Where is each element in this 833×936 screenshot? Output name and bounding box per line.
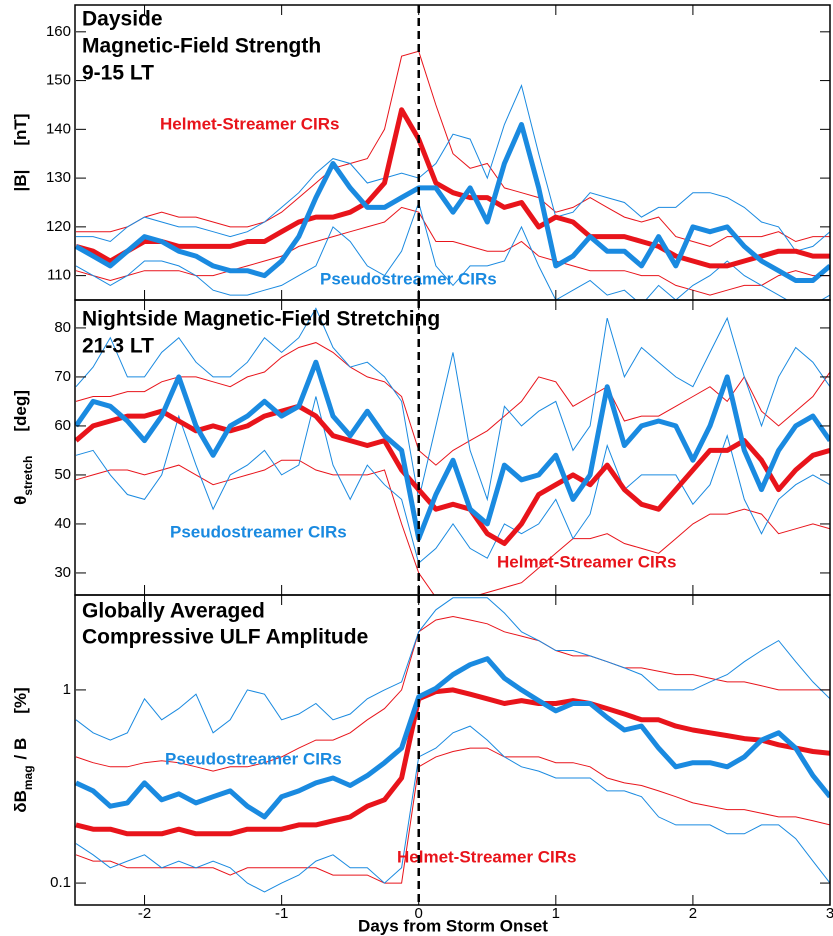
bound-line [75,206,830,296]
panel-title: 9-15 LT [82,62,154,85]
panel-title: Globally Averaged [82,600,265,623]
bound-line [75,725,830,893]
y-tick-label: 130 [46,169,71,186]
y-label-main: δB [11,790,30,813]
panel-title: Compressive ULF Amplitude [82,626,368,649]
x-tick-label: 3 [826,905,833,922]
y-axis-label: θstretch [deg] [11,390,35,505]
series-line [75,656,830,820]
y-label-unit: [deg] [11,390,30,432]
panel-title: Dayside [82,8,163,31]
y-label-sub: mag [21,765,35,790]
y-label-main: θ [11,496,30,505]
plot-area [75,307,830,595]
panel-title: Magnetic-Field Strength [82,35,321,58]
y-tick-label: 150 [46,72,71,89]
bound-line [75,200,830,300]
series-line [75,687,830,837]
x-tick-label: -1 [275,905,288,922]
bound-line [76,83,830,252]
y-tick-label: 30 [54,564,71,581]
series-line [75,107,830,269]
series-label: Pseudostreamer CIRs [320,269,497,288]
y-tick-label: 140 [46,120,71,137]
panel-title: 21-3 LT [82,335,154,358]
y-tick-label: 110 [47,267,71,284]
y-label-rest: / B [11,738,30,760]
bound-line [75,597,830,741]
x-tick-label: 2 [689,905,697,922]
bound-line [75,396,830,564]
y-tick-label: 80 [54,319,71,336]
y-tick-label: 70 [54,368,71,385]
panel-frame [74,299,831,596]
panel-title: Nightside Magnetic-Field Stretching [82,308,440,331]
bound-line [75,747,830,884]
y-axis-label: δBmag / B [%] [11,687,35,812]
series-label: Helmet-Streamer CIRs [497,552,677,571]
y-tick-label: 50 [54,466,71,483]
y-axis-label: |B| [nT] [11,114,30,192]
y-tick-label: 60 [54,417,71,434]
y-label-main: |B| [11,170,30,192]
y-label-sub: stretch [21,456,35,496]
series-line [75,359,830,542]
series-label: Helmet-Streamer CIRs [160,114,340,133]
bound-line [75,459,830,595]
y-tick-label: 160 [46,23,71,40]
x-axis-label: Days from Storm Onset [358,916,548,935]
bound-line [75,307,830,502]
y-label-unit: [%] [11,687,30,713]
x-tick-label: 1 [552,905,560,922]
y-tick-label: 0.1 [50,874,71,891]
plot-area [75,50,830,300]
series-label: Pseudostreamer CIRs [170,522,347,541]
series-line [75,122,830,283]
bound-line [75,342,830,466]
panel-frame [74,594,831,906]
y-tick-label: 40 [54,515,71,532]
y-tick-label: 1 [63,681,71,698]
series-line [75,403,830,546]
plot-area [75,597,830,893]
y-tick-label: 120 [46,218,71,235]
bound-line [76,50,830,247]
x-tick-label: -2 [138,905,151,922]
x-tick-label: 0 [415,905,423,922]
bound-line [75,615,830,772]
series-label: Pseudostreamer CIRs [165,749,342,768]
series-label: Helmet-Streamer CIRs [397,847,577,866]
y-label-unit: [nT] [11,114,30,146]
